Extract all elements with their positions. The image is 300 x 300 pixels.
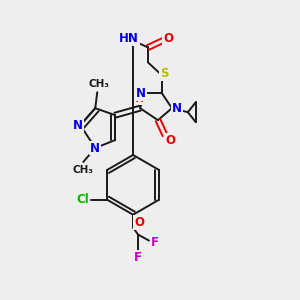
Text: N: N	[136, 87, 146, 100]
Text: Cl: Cl	[76, 193, 89, 206]
Text: N: N	[172, 102, 182, 115]
Text: H: H	[135, 94, 145, 104]
Text: CH₃: CH₃	[89, 79, 110, 89]
Text: F: F	[134, 251, 142, 264]
Text: N: N	[90, 142, 100, 154]
Text: CH₃: CH₃	[73, 165, 94, 175]
Text: F: F	[151, 236, 159, 249]
Text: O: O	[134, 216, 144, 229]
Text: O: O	[163, 32, 173, 45]
Text: O: O	[165, 134, 175, 146]
Text: N: N	[73, 118, 83, 132]
Text: S: S	[160, 67, 168, 80]
Text: HN: HN	[119, 32, 139, 45]
